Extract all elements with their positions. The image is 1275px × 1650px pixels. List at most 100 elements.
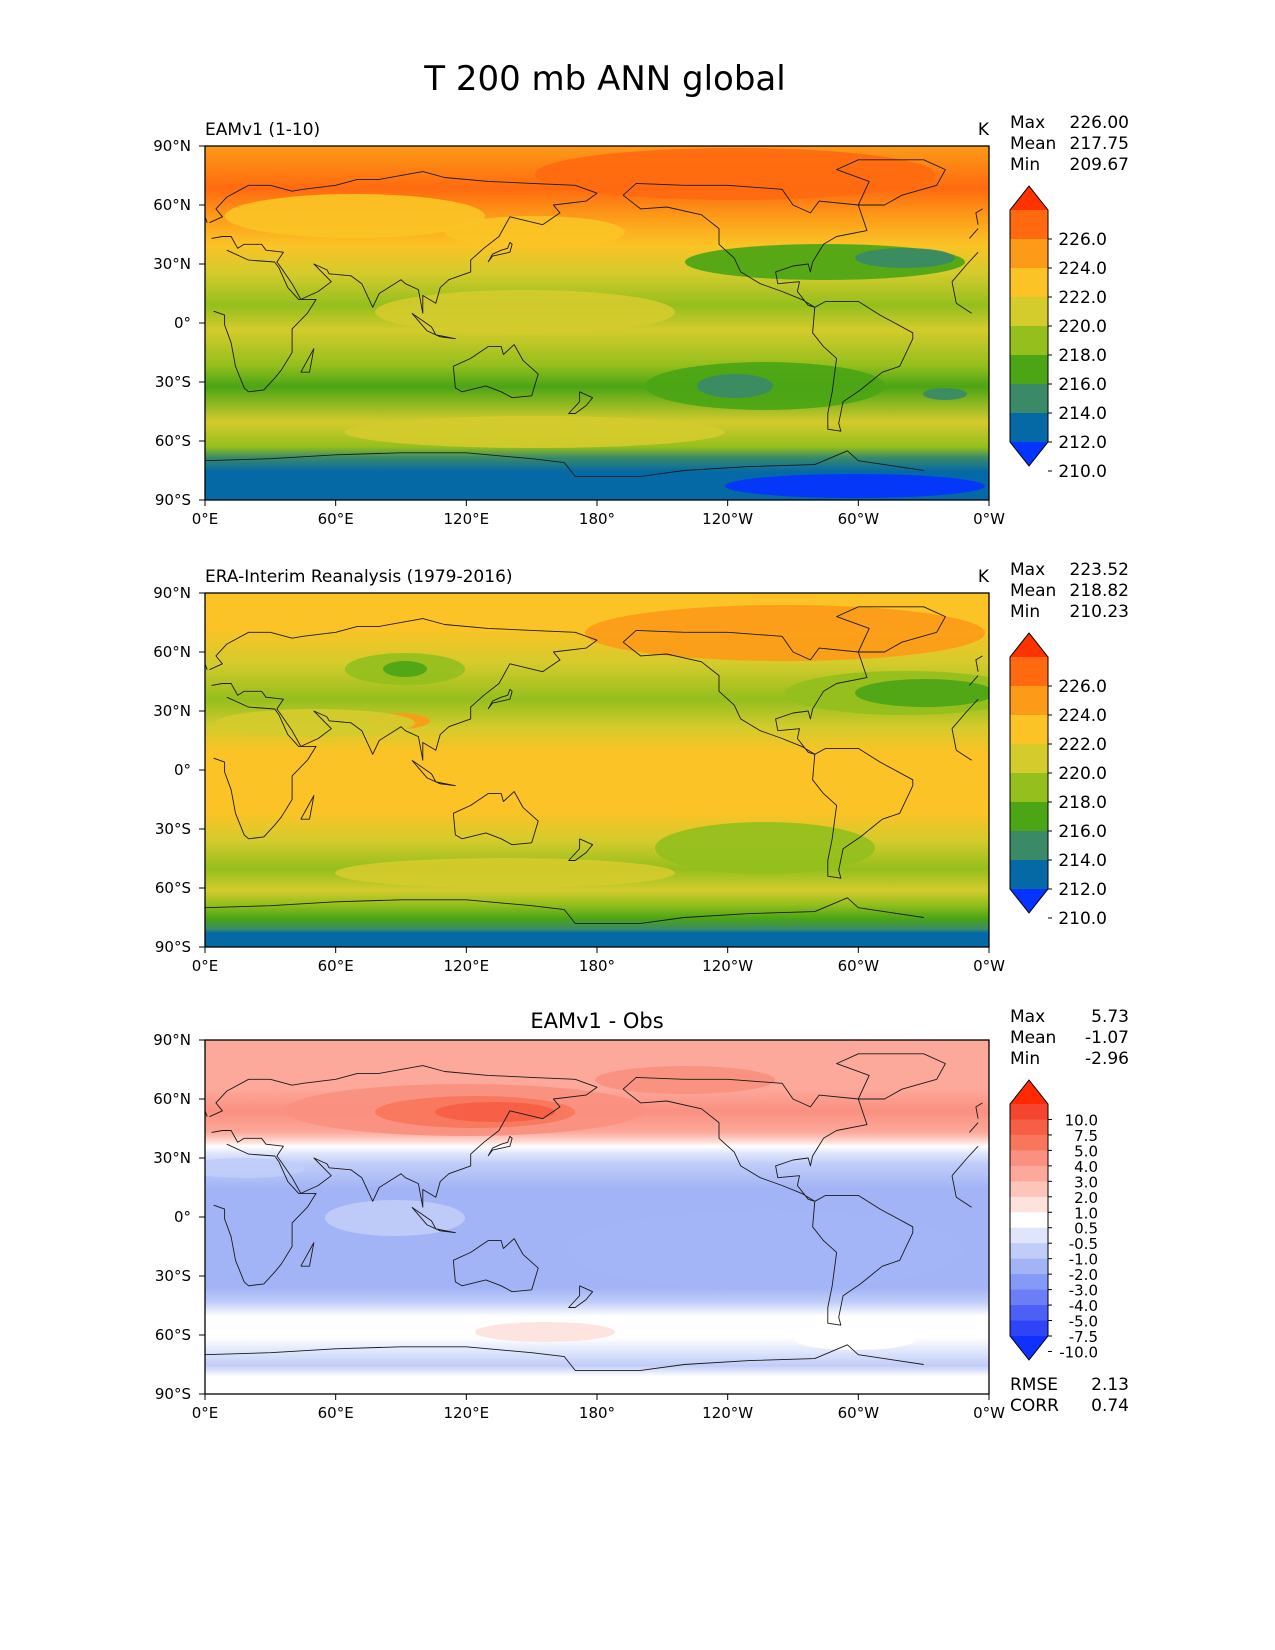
colorbar-swatch — [1010, 802, 1048, 832]
colorbar-extend-top — [1010, 186, 1048, 210]
footer-stat-value: 0.74 — [1091, 1396, 1129, 1416]
x-tick-label: 0°E — [192, 1404, 219, 1422]
colorbar-label: 226.0 — [1058, 230, 1107, 250]
x-tick-label: 60°E — [318, 957, 354, 975]
y-tick-label: 60°N — [153, 643, 191, 661]
colorbar-label: 2.0 — [1074, 1189, 1098, 1207]
panel-label: ERA-Interim Reanalysis (1979-2016) — [205, 567, 513, 587]
stat-value: 223.52 — [1070, 560, 1129, 580]
map-diff: 0°E 60°E 120°E 180° 120°W 60°W 0°W 90°N 60°N 30°N… — [153, 1031, 1005, 1422]
colorbar: 226.0 224.0 222.0 220.0 218.0 216.0 214.0 212.0… — [1009, 632, 1107, 929]
contour-region — [205, 1158, 305, 1178]
y-tick-label: 90°S — [155, 938, 191, 956]
colorbar-label: 222.0 — [1058, 288, 1107, 308]
coastline-australia — [452, 791, 539, 846]
stat-value: 5.73 — [1091, 1007, 1129, 1027]
stat-value: 210.23 — [1070, 602, 1129, 622]
colorbar-label: 210.0 — [1058, 462, 1107, 482]
y-tick-label: 90°N — [153, 137, 191, 155]
colorbar-label: -0.5 — [1069, 1235, 1098, 1253]
colorbar-label: 1.0 — [1074, 1204, 1098, 1222]
x-tick-label: 120°E — [444, 510, 490, 528]
map-obs: 0°E 60°E 120°E 180° 120°W 60°W 0°W 90°N 60°N 30°N… — [153, 584, 1005, 975]
coastline-indonesia — [411, 759, 456, 787]
y-tick-label: 30°S — [155, 1267, 191, 1285]
y-tick-label: 90°N — [153, 1031, 191, 1049]
coastline-australia — [452, 344, 539, 399]
y-tick-label: 30°S — [155, 373, 191, 391]
x-tick-label: 120°W — [702, 1404, 753, 1422]
panel-title: EAMv1 - Obs — [530, 1009, 663, 1033]
contour-region — [325, 1200, 465, 1236]
coastline-eurasia — [209, 1065, 979, 1208]
coastline-indonesia — [411, 1206, 456, 1234]
coastline-samerica — [812, 300, 914, 432]
x-tick-label: 120°W — [702, 957, 753, 975]
stat-value: -2.96 — [1085, 1049, 1129, 1069]
y-tick-label: 30°S — [155, 820, 191, 838]
contour-region — [923, 388, 967, 400]
stat-value: 217.75 — [1070, 134, 1129, 154]
colorbar-swatch — [1010, 1104, 1048, 1120]
contour-region — [725, 474, 985, 498]
colorbar-swatch — [1010, 268, 1048, 298]
y-tick-label: 0° — [174, 761, 191, 779]
coastline-africa — [213, 249, 979, 393]
colorbar-label: -3.0 — [1069, 1282, 1098, 1300]
coastline-namerica — [622, 629, 868, 755]
units-label: K — [978, 567, 990, 587]
colorbar-label: 7.5 — [1074, 1127, 1098, 1145]
colorbar-swatch — [1010, 210, 1048, 240]
footer-stat-name: RMSE — [1010, 1375, 1058, 1395]
y-tick-label: 30°N — [153, 1149, 191, 1167]
colorbar-label: 214.0 — [1058, 851, 1107, 871]
coastline-samerica — [812, 747, 914, 879]
y-tick-label: 60°N — [153, 1090, 191, 1108]
panel-label: EAMv1 (1-10) — [205, 120, 320, 140]
contour-region — [345, 416, 725, 448]
stat-name: Min — [1010, 155, 1040, 175]
colorbar-label: 218.0 — [1058, 346, 1107, 366]
coastline-antarctica — [205, 1344, 924, 1371]
colorbar-label: 220.0 — [1058, 317, 1107, 337]
colorbar-swatch — [1010, 831, 1048, 861]
colorbar-label: 212.0 — [1058, 880, 1107, 900]
y-tick-label: 0° — [174, 1208, 191, 1226]
x-tick-label: 180° — [579, 1404, 615, 1422]
contour-region — [375, 290, 675, 334]
coastline-newzealand — [568, 838, 594, 861]
x-tick-label: 60°W — [838, 510, 880, 528]
colorbar-swatch — [1010, 1320, 1048, 1337]
stat-value: 209.67 — [1070, 155, 1129, 175]
coastline-samerica — [812, 1194, 914, 1326]
colorbar: 10.07.55.04.03.02.01.00.5-0.5-1.0-2.0-3.… — [1009, 1079, 1098, 1361]
colorbar-label: 224.0 — [1058, 706, 1107, 726]
x-tick-label: 120°W — [702, 510, 753, 528]
colorbar-label: 212.0 — [1058, 433, 1107, 453]
stat-name: Mean — [1010, 581, 1056, 601]
colorbar-swatch — [1010, 326, 1048, 356]
colorbar-swatch — [1010, 384, 1048, 414]
colorbar-swatch — [1010, 715, 1048, 745]
colorbar-label: 214.0 — [1058, 404, 1107, 424]
coastline-madagascar — [300, 348, 315, 373]
colorbar-label: 224.0 — [1058, 259, 1107, 279]
coastline-australia — [452, 1238, 539, 1293]
stat-name: Max — [1010, 1007, 1045, 1027]
colorbar-label: 210.0 — [1058, 909, 1107, 929]
contour-region — [383, 661, 427, 677]
coastline-namerica — [622, 1076, 868, 1202]
colorbar-extend-top — [1010, 1080, 1048, 1104]
coastline-japan — [487, 241, 513, 263]
contour-region — [855, 679, 989, 707]
units-label: K — [978, 120, 990, 140]
coastline-indonesia — [411, 312, 456, 340]
x-tick-label: 120°E — [444, 1404, 490, 1422]
colorbar-label: 216.0 — [1058, 375, 1107, 395]
y-tick-label: 60°N — [153, 196, 191, 214]
x-tick-label: 0°W — [973, 957, 1005, 975]
coastline-japan — [487, 1135, 513, 1157]
colorbar-swatch — [1010, 239, 1048, 269]
footer-stat-value: 2.13 — [1091, 1375, 1129, 1395]
